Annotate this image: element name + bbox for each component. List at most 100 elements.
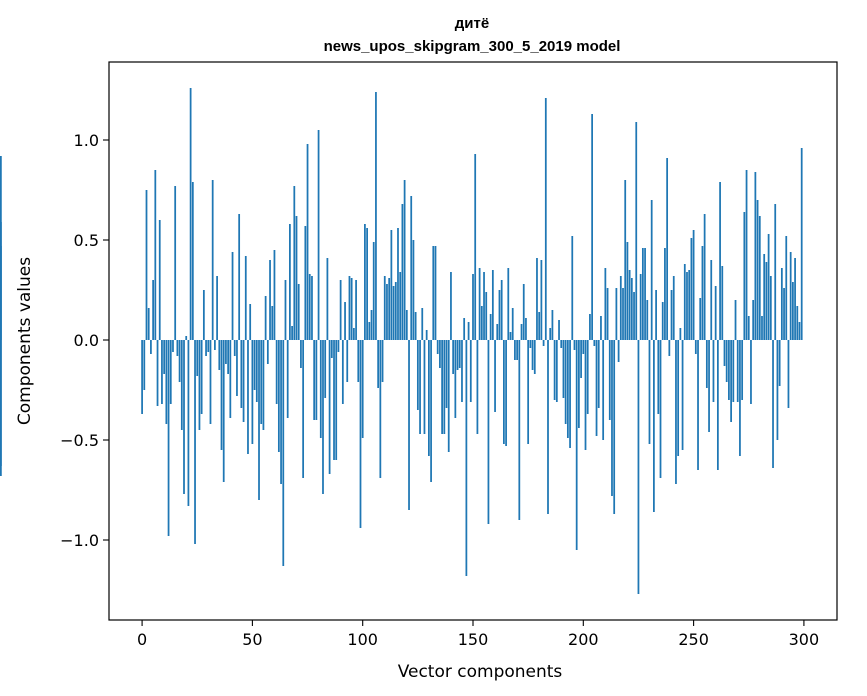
bar bbox=[372, 242, 375, 340]
bar bbox=[359, 340, 362, 528]
bar bbox=[595, 340, 598, 436]
bar bbox=[624, 180, 627, 340]
bar bbox=[653, 340, 655, 512]
bar bbox=[527, 340, 530, 444]
bar bbox=[240, 340, 243, 408]
bar bbox=[467, 322, 470, 340]
bar bbox=[558, 320, 560, 340]
bar bbox=[165, 340, 168, 424]
bar bbox=[436, 340, 439, 354]
bar bbox=[491, 270, 494, 340]
bar bbox=[388, 278, 391, 340]
bar bbox=[214, 340, 216, 350]
bar bbox=[800, 148, 803, 340]
bar bbox=[368, 322, 371, 340]
bar bbox=[194, 340, 196, 544]
bar bbox=[747, 316, 750, 340]
bar bbox=[478, 268, 481, 340]
bar bbox=[619, 276, 622, 340]
bar bbox=[641, 248, 644, 340]
bar bbox=[728, 340, 730, 400]
bar bbox=[271, 306, 274, 340]
bar bbox=[397, 228, 399, 340]
bar bbox=[562, 340, 565, 398]
bar bbox=[282, 340, 285, 566]
bar bbox=[174, 186, 177, 340]
bar bbox=[615, 288, 618, 340]
bar bbox=[284, 280, 287, 340]
bar bbox=[326, 258, 329, 340]
bar bbox=[723, 340, 726, 366]
bar bbox=[736, 340, 739, 402]
bar bbox=[710, 260, 713, 340]
bar bbox=[522, 284, 525, 340]
bar bbox=[772, 340, 774, 468]
bar bbox=[264, 296, 267, 340]
bar bbox=[163, 340, 166, 374]
bar bbox=[324, 340, 327, 398]
bar bbox=[330, 340, 333, 358]
bar bbox=[511, 308, 514, 340]
bar bbox=[677, 340, 680, 456]
bar bbox=[180, 340, 183, 430]
bar bbox=[463, 318, 466, 340]
bar bbox=[785, 236, 788, 340]
bar bbox=[774, 204, 777, 340]
bar bbox=[712, 340, 715, 402]
bar bbox=[154, 170, 157, 340]
bar bbox=[302, 340, 305, 478]
bar bbox=[445, 340, 448, 408]
bar bbox=[233, 340, 236, 356]
bar bbox=[251, 340, 254, 444]
bar bbox=[158, 220, 161, 340]
bar bbox=[644, 248, 646, 340]
bar bbox=[485, 292, 488, 340]
x-tick-label: 200 bbox=[568, 630, 599, 649]
bar bbox=[258, 340, 260, 500]
bar bbox=[410, 196, 413, 340]
bar bbox=[0, 156, 2, 340]
bar bbox=[681, 340, 684, 450]
bar bbox=[536, 258, 538, 340]
bar bbox=[361, 340, 364, 438]
bar bbox=[370, 310, 373, 340]
bar bbox=[277, 340, 280, 452]
bar bbox=[178, 340, 181, 382]
bar bbox=[216, 276, 218, 340]
bar bbox=[520, 324, 523, 340]
bar bbox=[366, 228, 368, 340]
bar bbox=[244, 256, 247, 340]
bar bbox=[509, 332, 512, 340]
bar bbox=[732, 340, 735, 402]
bar bbox=[227, 340, 229, 374]
bar bbox=[447, 340, 450, 452]
bars bbox=[0, 88, 803, 594]
x-tick-label: 250 bbox=[678, 630, 709, 649]
bar bbox=[630, 278, 633, 340]
bar bbox=[721, 266, 724, 340]
bar bbox=[238, 214, 241, 340]
bar bbox=[622, 288, 624, 340]
bar bbox=[392, 286, 395, 340]
bar bbox=[187, 340, 190, 506]
bar bbox=[688, 270, 691, 340]
bar bbox=[597, 340, 600, 408]
bar bbox=[300, 340, 302, 368]
bar bbox=[476, 340, 479, 434]
bar bbox=[591, 114, 593, 340]
bar bbox=[487, 340, 490, 524]
bar bbox=[525, 318, 527, 340]
bar bbox=[575, 340, 578, 550]
bar bbox=[441, 340, 443, 434]
bar bbox=[646, 300, 649, 340]
bar bbox=[255, 340, 258, 402]
chart-title: дитё bbox=[455, 15, 489, 32]
bar bbox=[714, 286, 717, 340]
bar bbox=[604, 268, 607, 340]
bar bbox=[176, 340, 179, 356]
bar bbox=[352, 328, 355, 340]
bar bbox=[150, 340, 152, 354]
bar bbox=[783, 288, 785, 340]
bar bbox=[412, 240, 415, 340]
